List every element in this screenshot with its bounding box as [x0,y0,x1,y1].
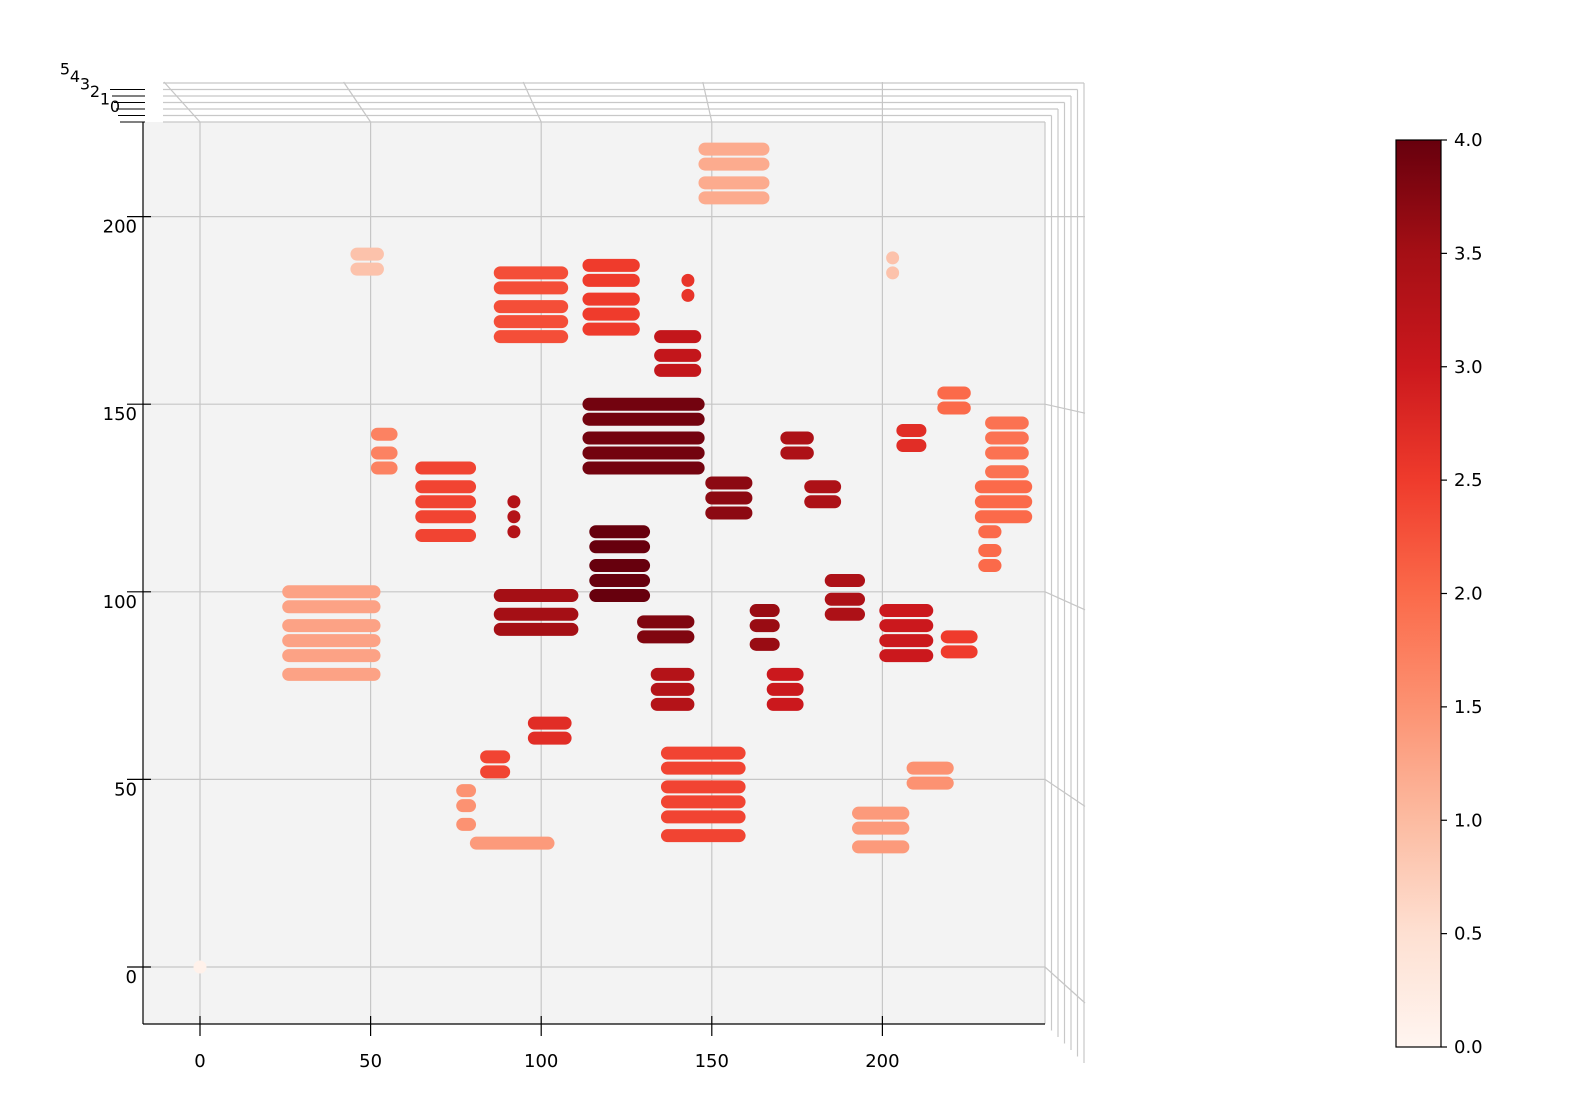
z-tick-label: 5 [60,60,70,79]
colorbar-tick-label: 2.5 [1454,470,1483,491]
scatter-point [193,960,207,974]
colorbar-tick-label: 1.5 [1454,697,1483,718]
grid-line-x-depth [343,81,372,123]
y-tick-label: 200 [103,217,137,238]
x-tick-label: 100 [524,1051,558,1072]
z-tick-label: 0 [110,97,120,116]
colorbar: 0.0 0.5 1.0 1.5 2.0 2.5 3.0 3.5 4.0 [1395,130,1483,1058]
z-tick-label: 2 [90,82,100,101]
colorbar-tick-label: 3.5 [1454,243,1483,264]
colorbar-tick-label: 0.0 [1454,1037,1483,1058]
y-tick-label: 0 [126,967,137,988]
y-tick-label: 150 [103,404,137,425]
grid-line-x-depth [163,81,201,123]
colorbar-tick-label: 2.0 [1454,584,1483,605]
z-tick-label: 1 [100,90,110,109]
colorbar-tick-label: 4.0 [1454,130,1483,151]
y-tick-label: 100 [103,592,137,613]
grid-line-y-depth [1044,778,1086,807]
scatter-point [681,273,695,287]
x-tick-label: 200 [865,1051,899,1072]
scatter-point [507,495,521,509]
colorbar-tick-label: 0.5 [1454,924,1483,945]
z-tick-label: 3 [80,75,90,94]
scatter-point [507,510,521,524]
y-tick-label: 50 [114,779,137,800]
scatter-points [193,142,1033,974]
pane-background [143,122,1045,1024]
scatter-point [681,288,695,302]
z-tick-label: 4 [70,67,80,86]
scatter-point [886,251,900,265]
colorbar-tick-label: 3.0 [1454,357,1483,378]
colorbar-tick-label: 1.0 [1454,810,1483,831]
axes-panes [143,82,1085,1063]
grid-line-x-depth [702,81,713,123]
grid-line-y-depth [1044,966,1086,1004]
scatter-point [886,266,900,280]
grid-line-x-depth [522,81,542,123]
x-tick-label: 50 [359,1051,382,1072]
grid-line-y-depth [1044,591,1086,611]
scatter-point [507,525,521,539]
x-tick-label: 0 [194,1051,205,1072]
grid-line-y-depth [1044,403,1086,414]
x-tick-label: 150 [695,1051,729,1072]
colorbar-gradient [1395,139,1442,1048]
